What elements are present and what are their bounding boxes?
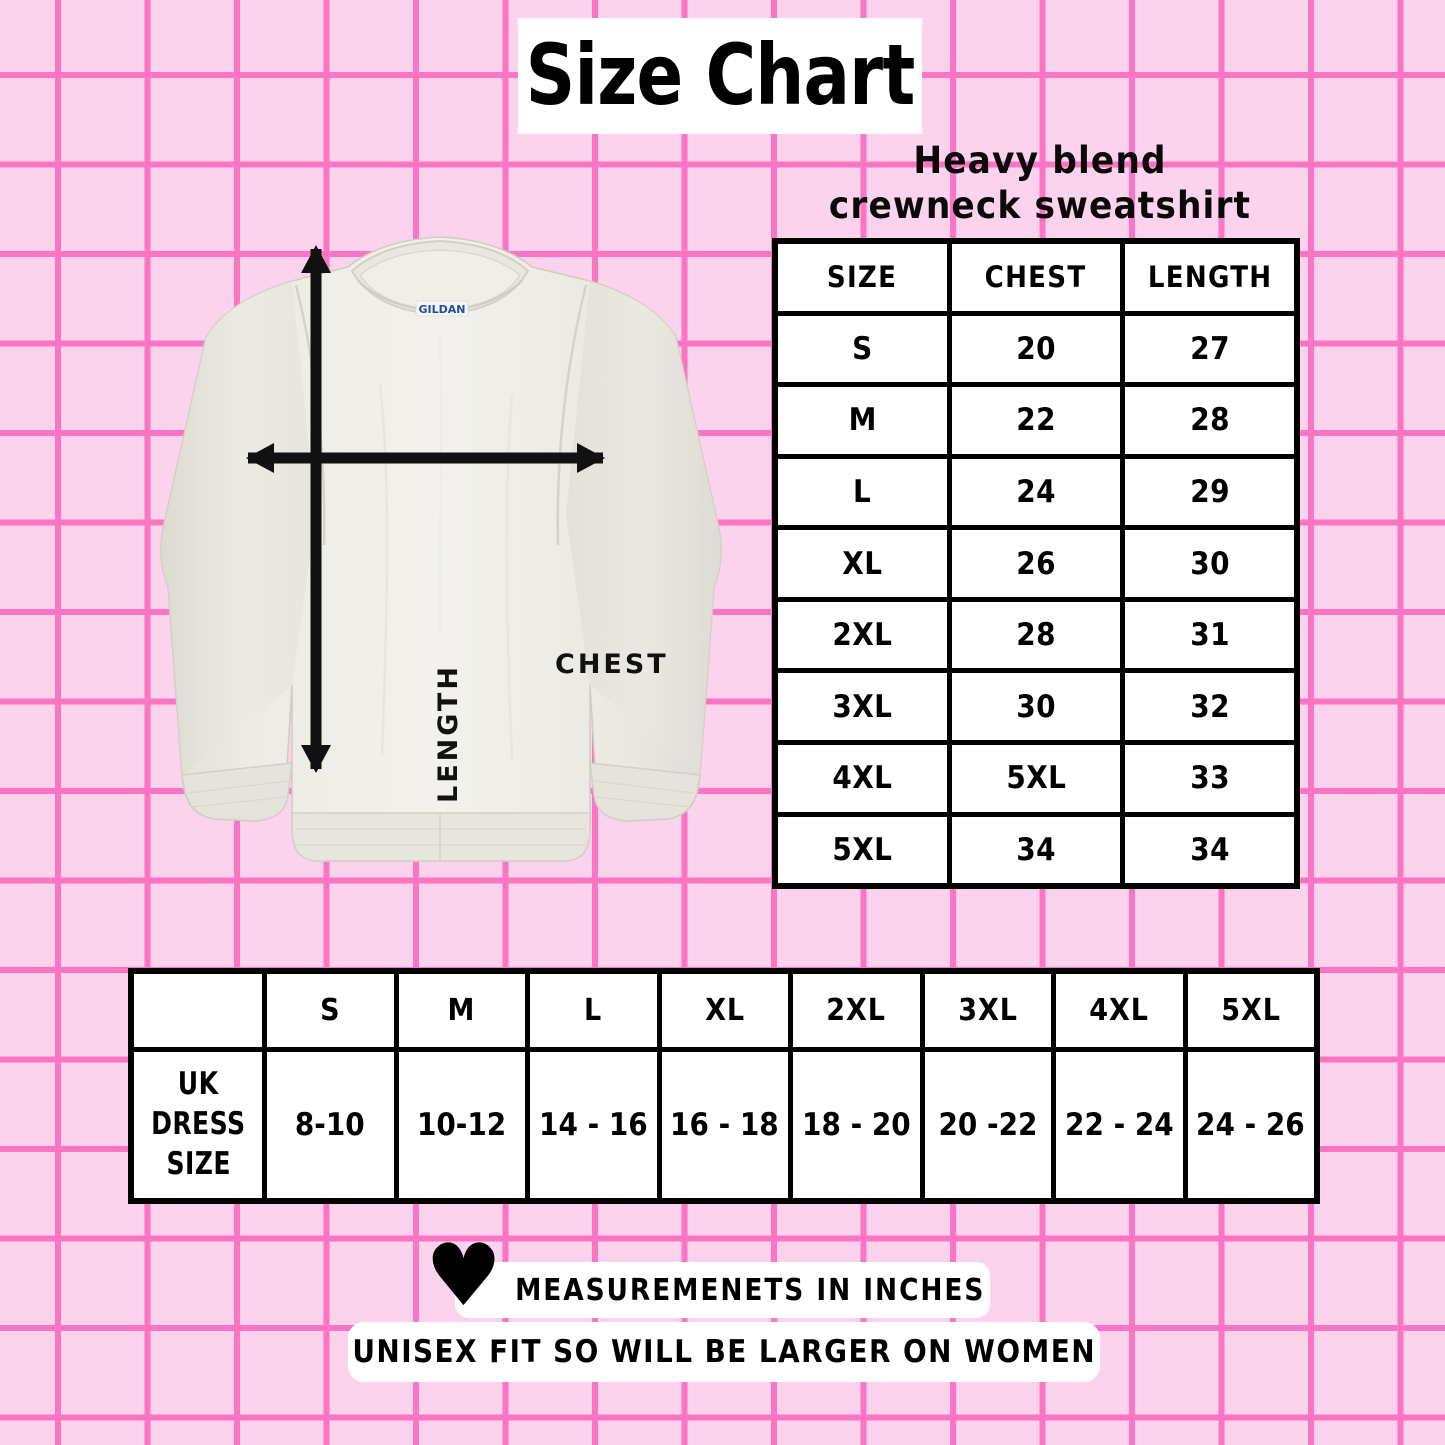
footer-banner-2 — [348, 1322, 1100, 1382]
uk-header-2xl: 2XL — [793, 974, 925, 1047]
cell-size: 3XL — [778, 673, 952, 740]
table-row: S 20 27 — [778, 315, 1294, 388]
uk-header-l: L — [530, 974, 662, 1047]
product-subtitle-line-2: crewneck sweatshirt — [828, 184, 1252, 228]
cell-chest: 24 — [952, 458, 1126, 526]
cell-chest: 26 — [952, 530, 1126, 597]
cell-size: 2XL — [778, 601, 952, 669]
heart-icon: ♥ — [425, 1226, 503, 1326]
cell-size: L — [778, 458, 952, 526]
footer-note-2: UNISEX FIT SO WILL BE LARGER ON WOMEN — [352, 1334, 1096, 1370]
uk-header-5xl: 5XL — [1220, 992, 1281, 1028]
uk-value-m: 10-12 — [399, 1051, 530, 1198]
table-row: XL 26 30 — [778, 530, 1294, 602]
column-header-length: LENGTH — [1147, 260, 1272, 295]
uk-header-3xl: 3XL — [925, 974, 1056, 1047]
column-header-size: SIZE — [778, 244, 952, 311]
sweatshirt-illustration: GILDAN — [120, 215, 760, 915]
footer-note-1: MEASUREMENETS IN INCHES — [514, 1272, 986, 1308]
cell-length: 30 — [1189, 545, 1230, 582]
table-row: 5XL 34 34 — [778, 816, 1294, 884]
size-measurements-table: SIZE CHEST LENGTH S 20 27 M 22 28 L 24 2… — [772, 238, 1300, 889]
footer-note-2-row: UNISEX FIT SO WILL BE LARGER ON WOMEN — [0, 1322, 1445, 1384]
cell-chest: 28 — [952, 601, 1126, 669]
cell-chest: 22 — [952, 387, 1126, 454]
table-row: 4XL 5XL 33 — [778, 744, 1294, 817]
uk-value-l: 14 - 16 — [530, 1051, 662, 1198]
table-row: 3XL 30 32 — [778, 673, 1294, 745]
cell-chest: 5XL — [952, 744, 1126, 812]
uk-header-s: S — [267, 974, 399, 1047]
product-subtitle: Heavy blend crewneck sweatshirt — [789, 138, 1291, 228]
uk-value-xl: 16 - 18 — [662, 1051, 793, 1198]
cell-size: M — [778, 387, 952, 454]
table-row: M 22 28 — [778, 387, 1294, 459]
cell-chest: 30 — [952, 673, 1126, 740]
uk-value-3xl: 20 -22 — [925, 1051, 1056, 1198]
table-row: 2XL 28 31 — [778, 601, 1294, 674]
uk-header-4xl: 4XL — [1056, 974, 1188, 1047]
brand-tag-label: GILDAN — [419, 303, 466, 316]
cell-size: XL — [778, 530, 952, 597]
cell-length: 29 — [1189, 473, 1230, 510]
uk-dress-size-label: UK DRESS SIZE — [134, 1051, 267, 1198]
uk-value-2xl: 18 - 20 — [793, 1051, 925, 1198]
footer-note-1-row: ♥ MEASUREMENETS IN INCHES — [0, 1233, 1445, 1320]
uk-label-line-3: SIZE — [165, 1145, 231, 1182]
brand-tag — [415, 300, 469, 317]
cell-chest: 20 — [952, 315, 1126, 383]
cell-length: 31 — [1189, 617, 1230, 654]
title-banner: Size Chart — [518, 18, 922, 134]
page-title: Size Chart — [525, 26, 916, 125]
uk-header-xl: XL — [662, 974, 793, 1047]
cell-size: S — [778, 315, 952, 383]
uk-corner-cell — [134, 974, 267, 1047]
uk-value-s: 8-10 — [267, 1051, 399, 1198]
cell-size: 4XL — [778, 744, 952, 812]
uk-value-4xl: 22 - 24 — [1056, 1051, 1188, 1198]
product-subtitle-line-1: Heavy blend — [913, 139, 1167, 182]
cell-length: 28 — [1189, 402, 1230, 439]
column-header-chest: CHEST — [952, 244, 1126, 311]
uk-table-value-row: UK DRESS SIZE 8-10 10-12 14 - 16 16 - 18… — [134, 1051, 1314, 1198]
table-header-row: SIZE CHEST LENGTH — [778, 244, 1294, 316]
uk-label-line-1: UK — [177, 1066, 219, 1103]
cell-chest: 34 — [952, 816, 1126, 884]
uk-dress-size-table: S M L XL 2XL 3XL 4XL 5XL UK DRESS SIZE 8… — [128, 968, 1320, 1204]
chest-arrow — [246, 443, 605, 473]
footer-notes: ♥ MEASUREMENETS IN INCHES UNISEX FIT SO … — [0, 1233, 1445, 1384]
uk-header-m: M — [399, 974, 530, 1047]
uk-label-line-2: DRESS — [150, 1106, 246, 1142]
uk-table-header-row: S M L XL 2XL 3XL 4XL 5XL — [134, 974, 1314, 1052]
chest-arrow-label: CHEST — [555, 649, 669, 680]
cell-size: 5XL — [778, 816, 952, 884]
footer-banner-1 — [455, 1262, 990, 1318]
cell-length: 27 — [1189, 330, 1230, 367]
cell-length: 34 — [1189, 831, 1230, 868]
length-arrow-label: LENGTH — [433, 664, 464, 803]
cell-length: 33 — [1189, 760, 1230, 797]
uk-value-5xl: 24 - 26 — [1196, 1106, 1306, 1143]
length-arrow — [301, 245, 331, 773]
table-row: L 24 29 — [778, 458, 1294, 531]
cell-length: 32 — [1189, 688, 1230, 725]
